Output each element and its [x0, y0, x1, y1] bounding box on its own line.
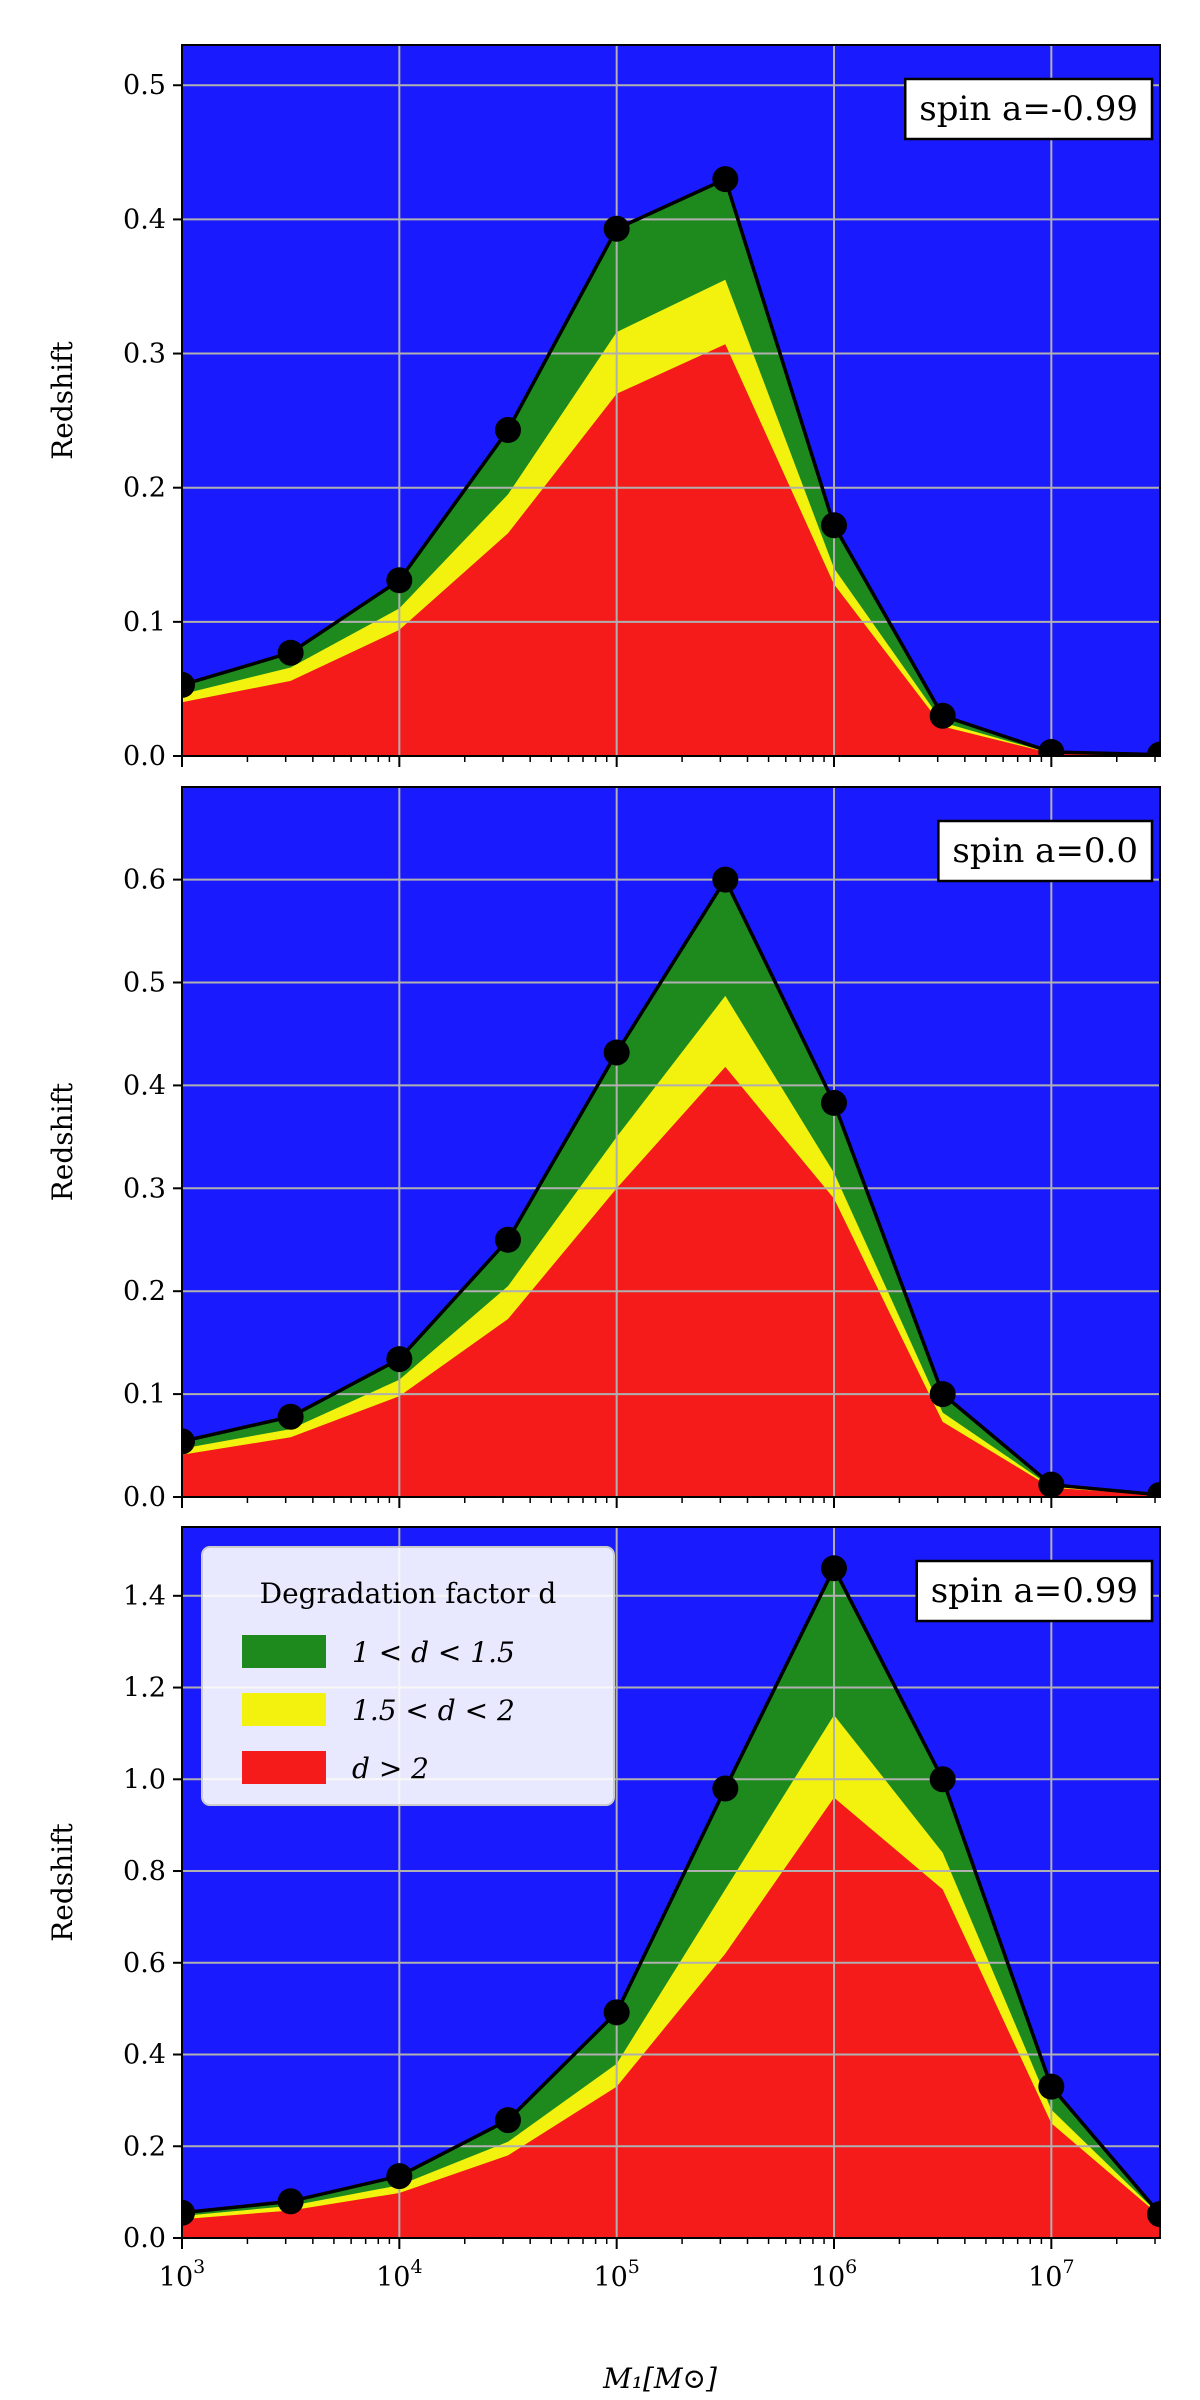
line-group	[182, 866, 1160, 1497]
y-tick-label: 0.0	[123, 2223, 166, 2254]
axes-frame	[181, 786, 1161, 1498]
legend-title: Degradation factor d	[260, 1577, 557, 1610]
data-point	[386, 2163, 413, 2190]
y-axis-label: Redshift	[46, 1822, 79, 1941]
panel-1: 0.0 0.1 0.2 0.3 0.4 0.5 Redshift spin a=-0.99	[46, 44, 1161, 772]
data-point	[603, 1039, 630, 1066]
data-point	[603, 1999, 630, 2026]
spin-annotation: spin a=-0.99	[904, 77, 1154, 141]
y-tick-label: 0.3	[123, 1173, 166, 1204]
data-point	[712, 1775, 739, 1802]
spin-annotation-box	[915, 1559, 1154, 1623]
legend-entry-label: d > 2	[352, 1752, 429, 1785]
y-tick-label: 0.2	[123, 2131, 166, 2162]
y-tick-label: 0.5	[123, 968, 166, 999]
data-point	[495, 417, 522, 444]
spin-annotation: spin a=0.99	[915, 1559, 1154, 1623]
axes-frame	[181, 1526, 1161, 2239]
axes-frame	[181, 44, 1161, 757]
data-point	[603, 215, 630, 242]
x-tick-label: 105	[593, 2256, 639, 2293]
x-tick-label: 103	[159, 2256, 205, 2293]
data-point	[277, 2188, 304, 2215]
y-tick-label: 0.4	[123, 1070, 166, 1101]
y-tick-label: 1.0	[123, 1764, 166, 1795]
data-point	[277, 1403, 304, 1430]
series-line	[182, 1564, 1160, 2216]
x-tick-label: 106	[811, 2256, 857, 2293]
y-tick-label: 0.0	[123, 741, 166, 772]
y-tick-label: 0.1	[123, 607, 166, 638]
data-point	[929, 1381, 956, 1408]
area-series-3	[182, 344, 1160, 756]
data-point	[386, 1346, 413, 1373]
data-point	[1147, 1481, 1160, 1497]
y-tick-label: 0.6	[123, 865, 166, 896]
y-tick-label: 1.4	[123, 1581, 166, 1612]
legend-swatch	[242, 1751, 326, 1784]
data-point	[1147, 741, 1160, 756]
data-point	[821, 512, 847, 539]
spin-annotation-box	[937, 819, 1154, 883]
area-group	[182, 179, 1160, 756]
legend: Degradation factor d 1 < d < 1.5 1.5 < d <…	[201, 1546, 615, 1806]
spin-annotation-text: spin a=-0.99	[919, 89, 1138, 129]
x-tick-label: 107	[1028, 2256, 1074, 2293]
line-group	[182, 166, 1160, 756]
y-tick-label: 1.2	[123, 1673, 166, 1704]
data-point	[182, 2199, 195, 2226]
data-point	[277, 639, 304, 666]
y-tick-label: 0.8	[123, 1856, 166, 1887]
line-group	[182, 1555, 1160, 2228]
y-axis-label: Redshift	[46, 1082, 79, 1201]
area-series-3	[182, 1066, 1160, 1497]
data-point	[821, 1089, 847, 1116]
y-tick-label: 0.2	[123, 473, 166, 504]
series-line	[182, 176, 1160, 756]
y-tick-label: 0.1	[123, 1379, 166, 1410]
data-point	[821, 1555, 847, 1582]
legend-entry-label: 1 < d < 1.5	[352, 1636, 515, 1669]
data-point	[929, 702, 956, 729]
data-point	[1038, 738, 1065, 756]
spin-annotation: spin a=0.0	[937, 819, 1154, 883]
data-point	[495, 1226, 522, 1253]
y-tick-label: 0.4	[123, 2040, 166, 2071]
legend-swatch	[242, 1693, 326, 1726]
x-tick-label: 104	[376, 2256, 422, 2293]
data-point	[182, 1428, 195, 1455]
y-tick-label: 0.6	[123, 1948, 166, 1979]
spin-annotation-box	[904, 77, 1154, 141]
series-line	[182, 876, 1160, 1497]
legend-swatch	[242, 1635, 326, 1668]
legend-entry-label: 1.5 < d < 2	[352, 1694, 515, 1727]
data-point	[386, 567, 413, 594]
y-tick-label: 0.5	[123, 70, 166, 101]
data-point	[712, 166, 739, 193]
data-point	[1038, 1471, 1065, 1497]
data-point	[712, 866, 739, 893]
y-tick-label: 0.3	[123, 339, 166, 370]
data-point	[929, 1766, 956, 1793]
data-point	[1147, 2201, 1160, 2228]
y-axis-label: Redshift	[46, 340, 79, 459]
x-axis-label: M₁[M⊙]	[602, 2362, 717, 2395]
data-point	[182, 671, 195, 698]
data-point	[1038, 2073, 1065, 2100]
area-series-3	[182, 1797, 1160, 2238]
y-tick-label: 0.0	[123, 1482, 166, 1513]
legend-box	[201, 1546, 615, 1806]
y-tick-label: 0.2	[123, 1276, 166, 1307]
spin-annotation-text: spin a=0.99	[931, 1571, 1138, 1611]
data-point	[495, 2107, 522, 2134]
spin-annotation-text: spin a=0.0	[952, 831, 1138, 871]
panel-2: 0.0 0.1 0.2 0.3 0.4 0.5 0.6 Redshift spin a=0.0	[46, 786, 1161, 1513]
panel-3: 0.0 0.2 0.4 0.6 0.8 1.0 1.2 1.4 103 104 105 106 107 R…	[46, 1526, 1161, 2293]
y-tick-label: 0.4	[123, 204, 166, 235]
